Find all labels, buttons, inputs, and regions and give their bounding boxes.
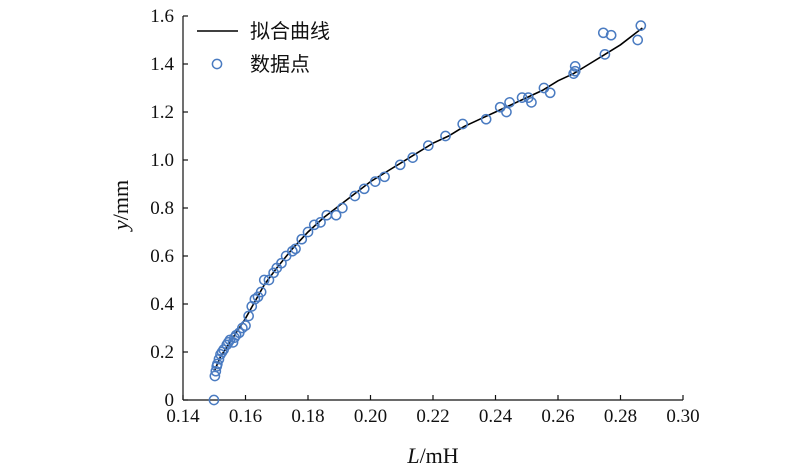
data-point <box>635 20 647 31</box>
y-tick-label: 0.6 <box>150 246 174 267</box>
x-tick-label: 0.14 <box>166 406 200 427</box>
data-point <box>369 176 381 187</box>
data-point <box>501 106 512 118</box>
data-point <box>296 233 308 245</box>
data-point <box>227 337 239 348</box>
data-point <box>210 365 222 377</box>
y-axis-symbol: y <box>108 220 133 232</box>
data-point <box>526 97 537 108</box>
data-point <box>287 245 298 257</box>
data-point <box>240 320 251 331</box>
data-point <box>263 274 275 286</box>
data-point <box>337 202 348 214</box>
y-tick-label: 0.2 <box>150 342 174 363</box>
data-point <box>379 171 390 183</box>
data-point <box>569 65 581 77</box>
data-point <box>349 190 361 202</box>
data-point <box>246 301 258 312</box>
legend-label-fit-curve: 拟合曲线 <box>250 19 330 43</box>
data-point <box>212 358 223 370</box>
x-tick-label: 0.24 <box>479 406 513 427</box>
data-point <box>230 329 242 341</box>
data-point <box>457 118 469 130</box>
y-tick-label: 0.4 <box>150 294 174 315</box>
y-axis-unit: /mm <box>108 180 133 220</box>
x-tick-label: 0.16 <box>229 406 262 427</box>
data-point <box>208 394 220 406</box>
y-tick-label: 1.0 <box>150 150 174 171</box>
data-point <box>276 257 287 269</box>
x-axis-title: L/mH <box>406 443 458 468</box>
x-tick-label: 0.30 <box>666 406 699 427</box>
x-axis-symbol: L <box>406 443 419 468</box>
data-point <box>330 209 342 221</box>
data-point <box>569 61 581 72</box>
x-tick-label: 0.18 <box>291 406 324 427</box>
fit-curve-line <box>213 27 643 372</box>
data-point <box>407 152 419 163</box>
data-point <box>632 34 644 46</box>
data-point <box>358 183 370 195</box>
chart-marks <box>208 20 647 406</box>
data-point <box>568 68 579 79</box>
x-tick-label: 0.26 <box>541 406 574 427</box>
x-tick-label: 0.22 <box>416 406 449 427</box>
legend-marker-key <box>211 58 223 70</box>
y-tick-label: 0.8 <box>150 198 174 219</box>
data-point <box>302 226 314 238</box>
x-tick-label: 0.28 <box>604 406 637 427</box>
y-tick-label: 0 <box>165 390 175 411</box>
data-point <box>243 310 254 322</box>
data-point <box>249 293 261 305</box>
data-point <box>308 219 320 231</box>
data-point <box>597 27 609 39</box>
data-point <box>544 87 556 99</box>
data-point <box>258 274 270 286</box>
axes: 0.14 0.16 0.18 0.20 0.22 0.24 0.26 0.28 0.30 0 0.2… <box>150 6 699 427</box>
legend-label-data-points: 数据点 <box>250 52 310 76</box>
y-tick-label: 1.2 <box>150 102 174 123</box>
data-point <box>504 97 515 108</box>
y-tick-label: 1.4 <box>150 54 174 75</box>
x-tick-label: 0.20 <box>354 406 387 427</box>
data-point <box>599 49 611 60</box>
data-point <box>315 217 326 228</box>
data-point <box>422 140 434 151</box>
data-point <box>255 286 267 298</box>
y-axis-title: y/mm <box>108 180 133 232</box>
data-point <box>290 243 301 255</box>
data-point <box>480 113 492 125</box>
x-axis-unit: /mH <box>420 443 459 468</box>
data-point <box>237 322 248 334</box>
data-point <box>440 130 451 142</box>
y-tick-label: 1.6 <box>150 6 174 27</box>
legend: 拟合曲线 数据点 <box>197 19 330 76</box>
data-point <box>394 159 406 171</box>
data-point <box>516 92 528 103</box>
data-point <box>605 29 617 41</box>
data-point <box>216 346 228 358</box>
data-point <box>213 353 225 365</box>
